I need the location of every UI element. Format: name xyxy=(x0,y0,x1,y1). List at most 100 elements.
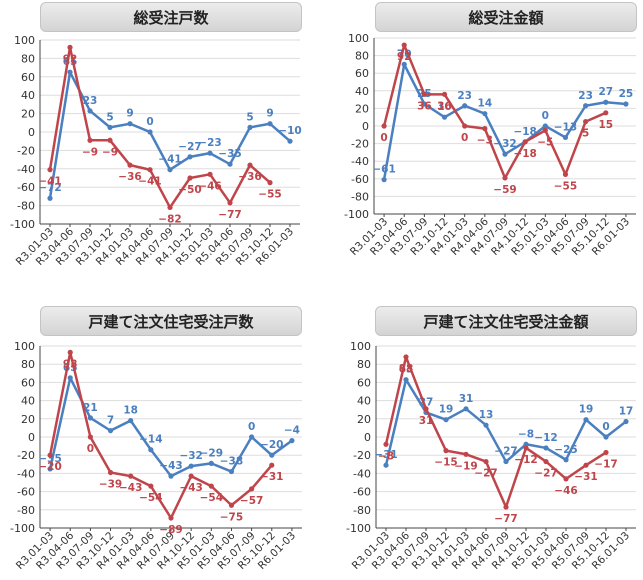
y-tick-label: -20 xyxy=(17,449,35,462)
data-label: −43 xyxy=(179,482,202,494)
data-point xyxy=(523,445,529,451)
y-tick-label: 20 xyxy=(355,102,369,115)
data-label: 0 xyxy=(248,421,255,433)
data-point xyxy=(147,129,153,135)
data-point xyxy=(207,171,213,177)
data-label: −57 xyxy=(240,495,263,507)
data-label: 15 xyxy=(598,119,613,131)
data-point xyxy=(381,177,387,183)
data-point xyxy=(47,452,53,458)
data-label: −61 xyxy=(372,164,395,176)
data-label: −23 xyxy=(198,137,221,149)
data-point xyxy=(47,167,53,173)
data-label: −36 xyxy=(238,171,261,183)
data-point xyxy=(462,123,468,129)
data-point xyxy=(522,139,528,145)
data-point xyxy=(482,111,488,117)
data-point xyxy=(207,150,213,156)
data-label: −20 xyxy=(38,461,61,473)
data-label: −55 xyxy=(258,189,281,201)
data-label: 36 xyxy=(437,100,452,112)
chart-panel-custom-home-units: 戸建て注文住宅受注戸数 100 80 60 40 20 0 -20 -40 -60 -80 -100… xyxy=(0,290,320,580)
data-point xyxy=(67,375,73,381)
data-point xyxy=(227,161,233,167)
data-label: −31 xyxy=(260,471,283,483)
data-point xyxy=(67,44,73,50)
data-point xyxy=(623,418,629,425)
y-tick-label: -80 xyxy=(351,190,369,203)
data-label: 0 xyxy=(380,132,387,144)
data-point xyxy=(87,434,93,440)
data-point xyxy=(188,463,194,469)
data-label: −59 xyxy=(493,184,516,196)
data-point xyxy=(502,175,508,181)
data-point xyxy=(87,108,93,114)
data-point xyxy=(187,154,193,160)
data-label: 92 xyxy=(397,51,412,63)
data-label: −35 xyxy=(38,453,61,465)
data-point xyxy=(249,434,255,440)
chart-title: 戸建て注文住宅受注戸数 xyxy=(40,306,302,336)
data-label: −18 xyxy=(513,148,536,160)
y-tick-label: 60 xyxy=(355,67,369,80)
data-point xyxy=(542,127,548,133)
data-point xyxy=(603,99,609,105)
data-label: 5 xyxy=(106,111,113,123)
data-label: −35 xyxy=(218,148,241,160)
data-label: 31 xyxy=(419,415,434,427)
data-label: −32 xyxy=(493,138,516,150)
data-point xyxy=(107,124,113,130)
y-tick-label: -60 xyxy=(17,486,35,499)
data-point xyxy=(483,422,489,428)
y-tick-label: 100 xyxy=(350,340,371,353)
data-label: 27 xyxy=(598,86,613,98)
data-point xyxy=(603,110,609,116)
data-point xyxy=(87,415,93,421)
data-point xyxy=(269,452,275,458)
data-point xyxy=(289,438,295,444)
data-label: −54 xyxy=(200,492,223,504)
data-label: −39 xyxy=(99,478,122,490)
series-line xyxy=(382,43,607,180)
y-tick-label: 20 xyxy=(357,413,371,426)
data-point xyxy=(227,200,233,206)
y-tick-label: 80 xyxy=(21,52,35,65)
line-chart: 100806040200-20-40-60-80-100R3.01-03R3.0… xyxy=(10,34,302,268)
y-tick-label: 60 xyxy=(21,376,35,389)
data-point xyxy=(47,466,53,472)
series-line xyxy=(48,46,271,209)
data-point xyxy=(187,175,193,181)
data-label: 31 xyxy=(459,393,474,405)
data-point xyxy=(128,418,134,424)
data-point xyxy=(287,138,293,144)
data-label: −18 xyxy=(513,126,536,138)
data-label: −43 xyxy=(119,482,142,494)
data-point xyxy=(441,114,448,120)
y-tick-label: -60 xyxy=(351,173,369,186)
data-label: −55 xyxy=(554,180,577,192)
data-point xyxy=(563,476,569,482)
data-point xyxy=(403,377,409,383)
y-tick-label: -80 xyxy=(17,504,35,517)
data-label: −43 xyxy=(159,460,182,472)
data-point xyxy=(47,195,53,201)
data-label: −4 xyxy=(284,425,300,437)
line-chart: 100806040200-20-40-60-80-100R3.01-03R3.0… xyxy=(344,32,636,258)
data-label: 19 xyxy=(579,404,594,416)
data-label: −89 xyxy=(159,524,182,536)
data-point xyxy=(381,123,387,129)
data-label: −27 xyxy=(178,141,201,153)
y-tick-label: 100 xyxy=(348,32,369,45)
data-point xyxy=(401,61,407,67)
data-point xyxy=(228,468,235,475)
data-label: 0 xyxy=(87,443,94,455)
data-label: −38 xyxy=(220,456,243,468)
data-label: 9 xyxy=(126,108,133,120)
data-point xyxy=(87,137,93,143)
data-label: −27 xyxy=(474,468,497,480)
line-chart: 100806040200-20-40-60-80-100R3.01-03R3.0… xyxy=(346,340,636,572)
data-point xyxy=(247,162,253,168)
data-point xyxy=(503,504,509,510)
data-point xyxy=(443,448,449,454)
data-label: −46 xyxy=(554,485,577,497)
